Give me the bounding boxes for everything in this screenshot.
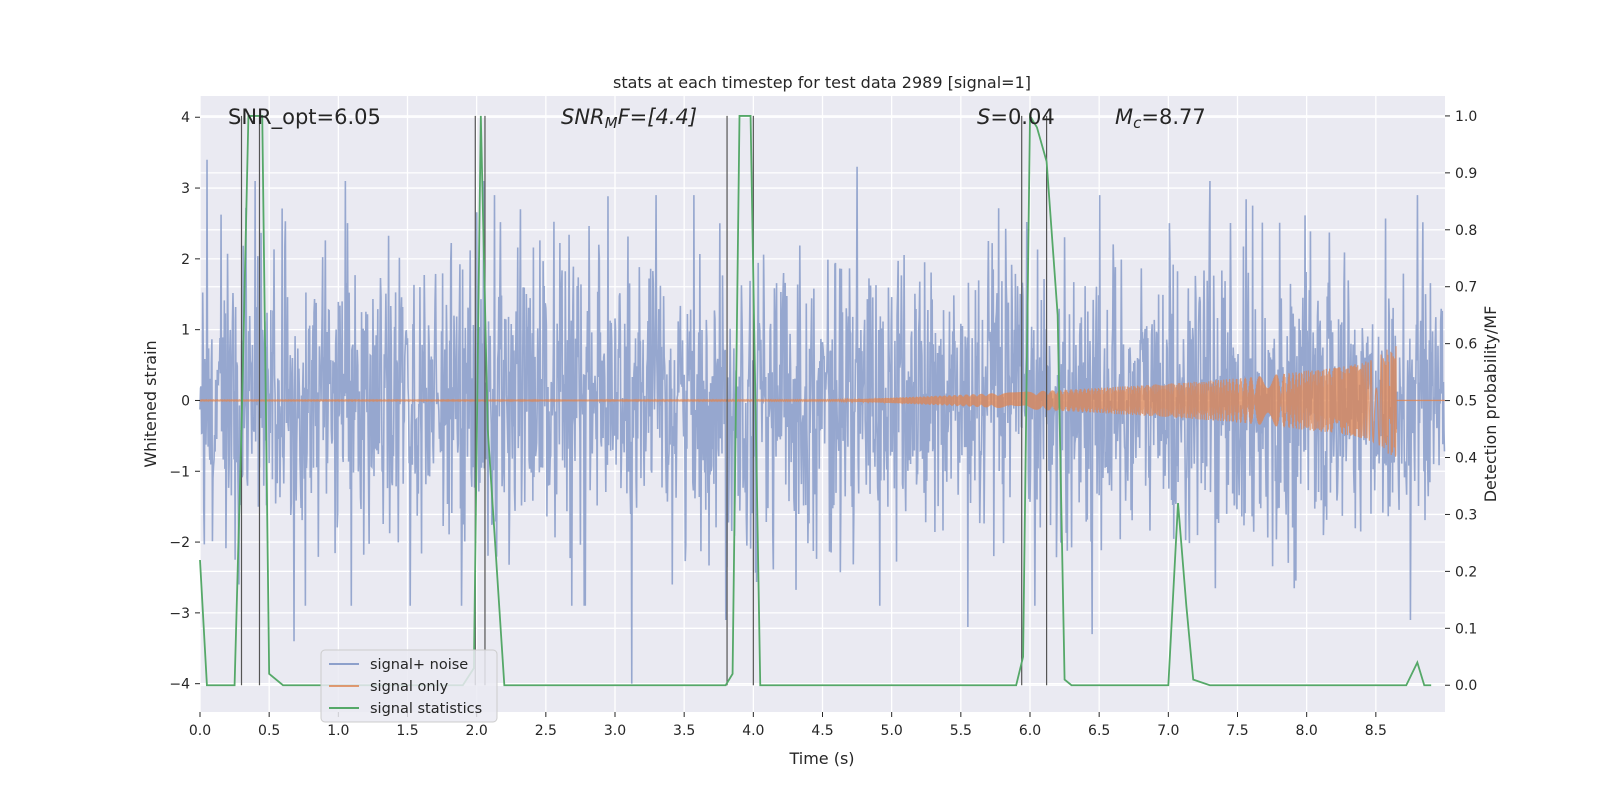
noise-line (199, 159, 1446, 684)
y2-axis-label: Detection probability/MF (1481, 306, 1500, 503)
x-tick-label-10: 5.0 (881, 723, 903, 739)
y-tick-label-3: 1 (181, 323, 190, 339)
annotation-s: S=0.04 (977, 105, 1055, 129)
y2-tick-label-5: 0.5 (1455, 394, 1477, 410)
x-tick-label-17: 8.5 (1365, 723, 1387, 739)
x-tick-label-9: 4.5 (811, 723, 833, 739)
annotation-snr-mf: SNRMF=[4.4] (561, 105, 697, 132)
chart-title: stats at each timestep for test data 298… (613, 73, 1031, 92)
x-axis-ticks: 0.0 0.5 1.0 1.5 2.0 2.5 3.0 3.5 4.0 4.5 5.0 5.5 6.0 6… (189, 712, 1387, 739)
y-tick-label-6: −2 (169, 535, 190, 551)
x-axis-label: Time (s) (788, 749, 854, 768)
x-tick-label-1: 0.5 (258, 723, 280, 739)
y-tick-label-8: −4 (169, 677, 190, 693)
x-tick-label-14: 7.0 (1157, 723, 1179, 739)
annotation-mc-rest: =8.77 (1141, 105, 1205, 129)
y2-tick-label-3: 0.7 (1455, 280, 1477, 296)
x-tick-label-5: 2.5 (535, 723, 557, 739)
x-tick-label-6: 3.0 (604, 723, 626, 739)
y-axis-ticks: 4 3 2 1 0 −1 −2 −3 −4 (169, 110, 200, 693)
y-tick-label-2: 2 (181, 252, 190, 268)
x-tick-label-4: 2.0 (466, 723, 488, 739)
y-tick-label-7: −3 (169, 606, 190, 622)
annotation-s-main: S (977, 105, 990, 129)
x-tick-label-13: 6.5 (1088, 723, 1110, 739)
series-signal-statistics (199, 112, 1432, 687)
legend-box (320, 649, 498, 723)
y2-tick-label-7: 0.3 (1455, 507, 1477, 523)
annotation-snr-mf-rest: F=[4.4] (618, 105, 697, 129)
x-tick-label-0: 0.0 (189, 723, 211, 739)
annotation-snr-opt: SNR_opt=6.05 (228, 105, 381, 130)
y2-tick-label-9: 0.1 (1455, 621, 1477, 637)
y2-tick-label-4: 0.6 (1455, 337, 1477, 353)
x-tick-label-16: 8.0 (1296, 723, 1318, 739)
x-tick-label-3: 1.5 (396, 723, 418, 739)
x-tick-label-11: 5.5 (950, 723, 972, 739)
y-tick-label-0: 4 (181, 110, 190, 126)
legend-label-signal: signal only (370, 679, 449, 695)
y-axis-label: Whitened strain (141, 340, 160, 467)
y2-tick-label-0: 1.0 (1455, 109, 1477, 125)
y-tick-label-4: 0 (181, 393, 190, 409)
y2-tick-label-8: 0.2 (1455, 564, 1477, 580)
y2-axis-ticks: 1.0 0.9 0.8 0.7 0.6 0.5 0.4 0.3 0.2 0.1 0.0 (1445, 109, 1477, 694)
chirp-line (199, 346, 1397, 457)
x-tick-label-12: 6.0 (1019, 723, 1041, 739)
x-tick-label-2: 1.0 (327, 723, 349, 739)
legend-label-stats: signal statistics (370, 701, 482, 717)
annotation-mc-sub: c (1133, 114, 1142, 132)
annotation-snr-mf-sub: M (605, 114, 618, 132)
y2-tick-label-1: 0.9 (1455, 166, 1477, 182)
y2-tick-label-2: 0.8 (1455, 223, 1477, 239)
annotation-s-rest: =0.04 (990, 105, 1054, 129)
legend: signal+ noise signal only signal statist… (320, 649, 498, 723)
annotation-mc-main: M (1115, 105, 1133, 129)
stats-line (199, 112, 1432, 687)
x-tick-label-15: 7.5 (1226, 723, 1248, 739)
annotation-snr-mf-main: SNR (561, 105, 605, 129)
x-tick-label-8: 4.0 (742, 723, 764, 739)
y2-tick-label-6: 0.4 (1455, 451, 1477, 467)
series-signal-only (199, 346, 1445, 457)
legend-label-noise: signal+ noise (370, 657, 468, 673)
annotation-mc: Mc=8.77 (1115, 105, 1206, 132)
y-tick-label-1: 3 (181, 181, 190, 197)
y2-tick-label-10: 0.0 (1455, 678, 1477, 694)
x-tick-label-7: 3.5 (673, 723, 695, 739)
series-signal-plus-noise (199, 159, 1446, 684)
y-tick-label-5: −1 (169, 464, 190, 480)
